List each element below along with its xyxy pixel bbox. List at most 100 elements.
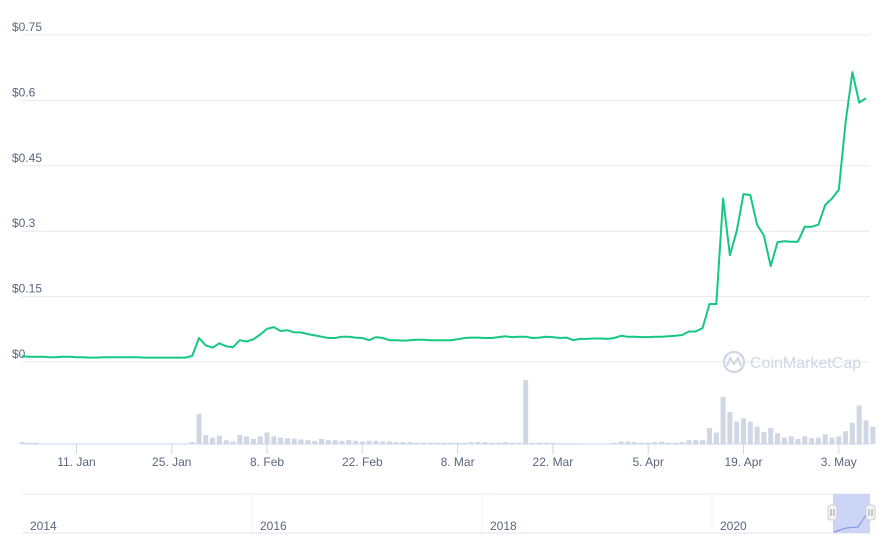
coinmarketcap-logo-mark-icon [726, 355, 742, 367]
volume-bar [203, 435, 209, 444]
volume-bar [312, 440, 318, 444]
volume-bar [448, 442, 454, 444]
volume-bar [455, 442, 461, 444]
volume-bar [393, 442, 399, 444]
volume-bar [754, 426, 760, 444]
volume-bar [543, 442, 549, 444]
volume-bar [652, 442, 658, 444]
volume-bar [713, 432, 719, 444]
volume-bar [196, 413, 202, 444]
volume-bar [353, 440, 359, 444]
volume-bar [325, 440, 331, 444]
x-axis-ticks: 11. Jan 25. Jan 8. Feb 22. Feb 8. Mar 22. Mar… [57, 444, 857, 469]
volume-bar [849, 422, 855, 444]
volume-bar [632, 442, 638, 444]
navigator[interactable]: 2014 2016 2018 2020 [22, 493, 876, 534]
volume-bar [339, 440, 345, 444]
volume-bar [645, 442, 651, 444]
volume-bar [843, 431, 849, 444]
navigator-year-label: 2018 [490, 519, 517, 533]
volume-bar [482, 442, 488, 444]
volume-bar [856, 405, 862, 444]
x-tick-label: 22. Mar [533, 455, 574, 469]
volume-bar [189, 442, 195, 444]
watermark-text: CoinMarketCap [750, 355, 861, 372]
coinmarketcap-logo-icon [722, 350, 746, 374]
volume-bar [19, 442, 25, 444]
volume-bar [26, 442, 32, 444]
volume-bar [523, 380, 529, 444]
volume-bar [305, 440, 311, 444]
x-tick-label: 19. Apr [724, 455, 762, 469]
volume-bar [244, 436, 250, 444]
x-tick-label: 25. Jan [152, 455, 191, 469]
volume-bar [359, 441, 365, 444]
volume-bar [706, 428, 712, 444]
volume-bar [250, 438, 256, 444]
volume-bar [550, 442, 556, 444]
y-tick-label: $0.45 [12, 151, 42, 165]
navigator-year-label: 2014 [30, 519, 57, 533]
volume-bar [373, 440, 379, 444]
volume-bars [19, 380, 876, 444]
volume-bar [489, 442, 495, 444]
volume-bar [210, 437, 216, 444]
volume-bar [257, 436, 263, 444]
volume-bar [686, 440, 692, 444]
volume-bar [216, 435, 222, 444]
navigator-left-handle[interactable] [827, 504, 838, 521]
volume-bar [407, 442, 413, 444]
volume-bar [536, 442, 542, 444]
volume-bar [366, 440, 372, 444]
volume-bar [809, 438, 815, 444]
volume-bar [298, 439, 304, 444]
navigator-year-label: 2020 [720, 519, 747, 533]
volume-bar [400, 442, 406, 444]
volume-bar [434, 442, 440, 444]
navigator-years: 2014 2016 2018 2020 [30, 494, 747, 533]
volume-bar [468, 442, 474, 444]
volume-bar [387, 441, 393, 444]
navigator-selection[interactable] [833, 494, 870, 533]
volume-bar [618, 441, 624, 444]
y-tick-label: $0.6 [12, 85, 36, 99]
x-tick-label: 5. Apr [633, 455, 664, 469]
volume-bar [625, 441, 631, 444]
coinmarketcap-watermark: CoinMarketCap [722, 350, 861, 374]
volume-bar [693, 440, 699, 444]
volume-bar [495, 442, 501, 444]
x-tick-label: 8. Mar [441, 455, 475, 469]
volume-bar [679, 442, 685, 444]
volume-bar [815, 437, 821, 444]
volume-bar [284, 438, 290, 444]
volume-bar [740, 418, 746, 444]
volume-bar [427, 442, 433, 444]
volume-bar [747, 421, 753, 444]
volume-bar [509, 442, 515, 444]
navigator-right-handle[interactable] [865, 504, 876, 521]
volume-bar [638, 442, 644, 444]
x-tick-label: 8. Feb [250, 455, 284, 469]
price-line [21, 71, 867, 359]
x-tick-label: 22. Feb [342, 455, 383, 469]
y-axis-labels: $0 $0.15 $0.3 $0.45 $0.6 $0.75 [12, 20, 42, 361]
volume-bar [421, 442, 427, 444]
volume-bar [727, 412, 733, 444]
volume-bar [529, 442, 535, 444]
volume-bar [788, 436, 794, 444]
volume-bar [237, 435, 243, 444]
y-tick-label: $0 [12, 347, 26, 361]
volume-bar [516, 442, 522, 444]
navigator-year-label: 2016 [260, 519, 287, 533]
volume-bar [230, 441, 236, 444]
volume-bar [223, 440, 229, 444]
volume-bar [666, 442, 672, 444]
volume-bar [822, 434, 828, 444]
volume-bar [346, 440, 352, 444]
y-tick-label: $0.15 [12, 282, 42, 296]
x-tick-label: 11. Jan [57, 455, 95, 469]
volume-bar [829, 437, 835, 444]
volume-bar [475, 442, 481, 444]
